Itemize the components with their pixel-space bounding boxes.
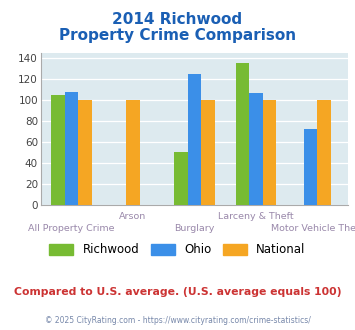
Bar <box>174 152 187 205</box>
Text: All Property Crime: All Property Crime <box>28 224 115 233</box>
Bar <box>304 129 317 205</box>
Text: © 2025 CityRating.com - https://www.cityrating.com/crime-statistics/: © 2025 CityRating.com - https://www.city… <box>45 316 310 325</box>
Bar <box>126 100 140 205</box>
Bar <box>235 63 249 205</box>
Text: Burglary: Burglary <box>174 224 214 233</box>
Text: Arson: Arson <box>119 212 147 220</box>
Bar <box>317 100 331 205</box>
Legend: Richwood, Ohio, National: Richwood, Ohio, National <box>45 239 310 261</box>
Bar <box>263 100 276 205</box>
Text: Motor Vehicle Theft: Motor Vehicle Theft <box>271 224 355 233</box>
Bar <box>65 91 78 205</box>
Bar <box>78 100 92 205</box>
Bar <box>51 95 65 205</box>
Text: 2014 Richwood: 2014 Richwood <box>113 12 242 26</box>
Text: Property Crime Comparison: Property Crime Comparison <box>59 28 296 43</box>
Text: Larceny & Theft: Larceny & Theft <box>218 212 294 220</box>
Bar <box>201 100 215 205</box>
Bar <box>187 74 201 205</box>
Bar <box>249 93 263 205</box>
Text: Compared to U.S. average. (U.S. average equals 100): Compared to U.S. average. (U.S. average … <box>14 287 341 297</box>
